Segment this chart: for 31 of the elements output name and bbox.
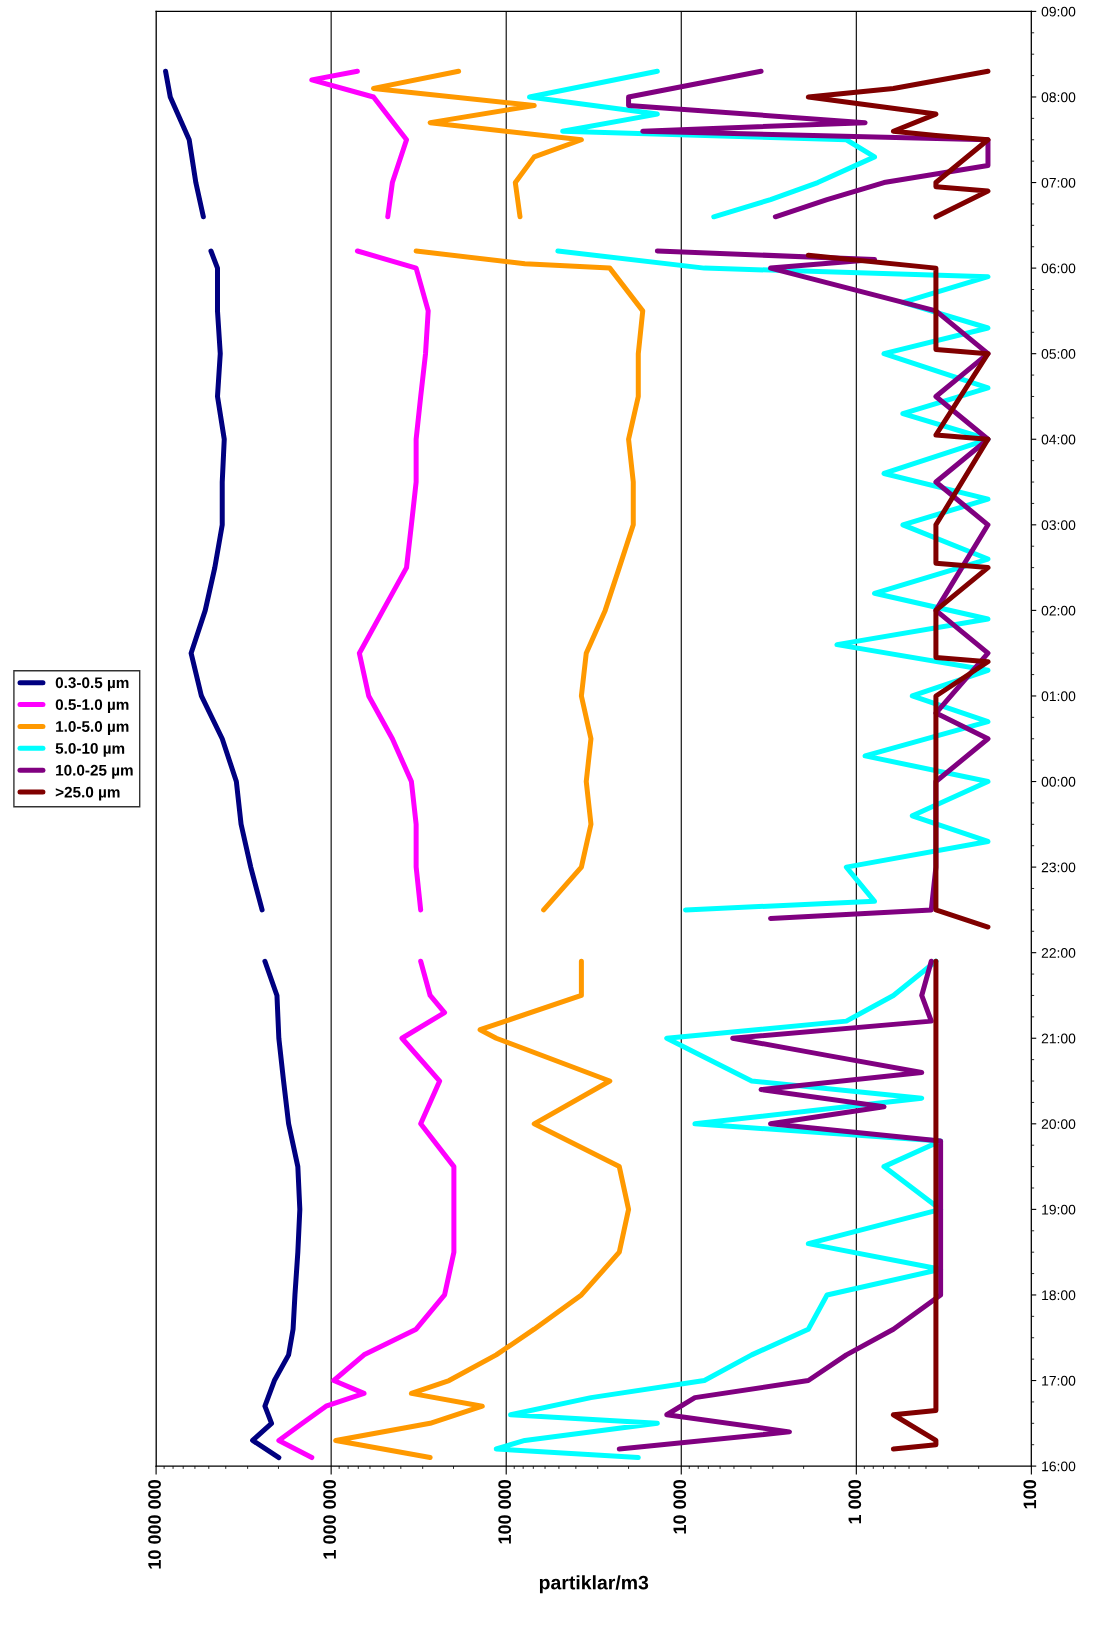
legend-label: 0.3-0.5 µm [55, 677, 129, 692]
y-tick-label: 04:00 [1041, 434, 1076, 445]
legend-label: 10.0-25 µm [56, 764, 133, 779]
y-tick-label: 06:00 [1041, 263, 1076, 274]
x-tick-label: 100 000 [498, 1480, 512, 1544]
x-tick-label: 1 000 000 [323, 1480, 336, 1559]
legend-label: 5.0-10 µm [55, 742, 125, 757]
x-axis-title: partiklar/m3 [539, 1575, 649, 1594]
y-tick-label: 20:00 [1041, 1119, 1076, 1129]
legend-label: 0.5-1.0 µm [55, 699, 129, 714]
x-tick-label: 100 [1023, 1480, 1037, 1509]
x-tick-label: 10 000 [673, 1480, 687, 1534]
y-tick-label: 17:00 [1042, 1375, 1076, 1386]
y-tick-label: 16:00 [1042, 1461, 1076, 1472]
y-tick-label: 22:00 [1041, 948, 1076, 958]
y-tick-label: 21:00 [1041, 1033, 1076, 1044]
y-tick-label: 19:00 [1042, 1204, 1076, 1215]
y-tick-label: 09:00 [1041, 6, 1076, 17]
y-tick-label: 02:00 [1041, 605, 1076, 616]
x-tick-label: 1 000 [848, 1480, 862, 1524]
y-tick-label: 00:00 [1041, 776, 1076, 787]
x-tick-label: 10 000 000 [148, 1480, 161, 1569]
y-tick-label: 23:00 [1041, 862, 1076, 873]
legend-label: >25.0 µm [55, 786, 120, 801]
y-tick-label: 07:00 [1041, 177, 1076, 188]
y-tick-label: 05:00 [1041, 349, 1076, 359]
y-tick-label: 08:00 [1041, 92, 1076, 103]
legend-label: 1.0-5.0 µm [56, 721, 129, 735]
y-tick-label: 01:00 [1041, 691, 1076, 702]
y-tick-label: 03:00 [1041, 520, 1076, 530]
y-tick-label: 18:00 [1042, 1290, 1076, 1301]
